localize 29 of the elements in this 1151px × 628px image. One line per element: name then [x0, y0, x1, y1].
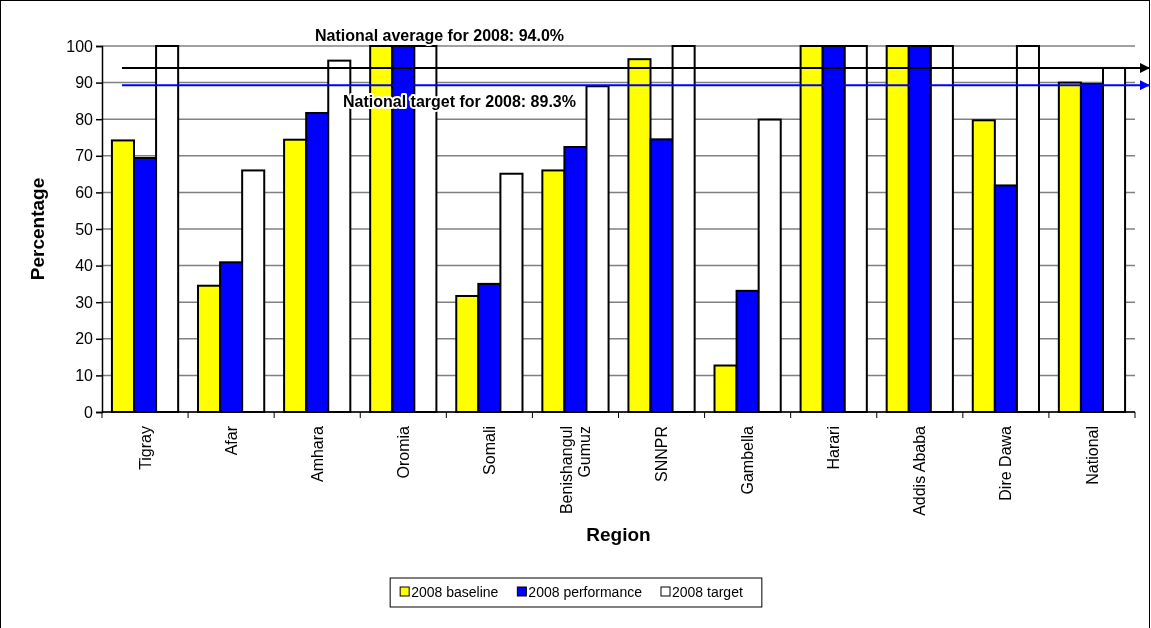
x-tick-label: Oromia: [394, 425, 412, 479]
y-tick-label: 20: [75, 330, 94, 348]
x-axis-title: Region: [586, 524, 651, 545]
x-tick-label: Gambella: [739, 425, 757, 495]
x-tick-label: Tigray: [136, 426, 154, 470]
x-tick-label: National: [1083, 426, 1101, 485]
x-tick-label: Benishangul Gumuz: [558, 426, 593, 515]
y-tick-label: 70: [75, 147, 94, 165]
y-tick-label: 100: [66, 37, 94, 55]
y-tick-label: 60: [75, 184, 94, 202]
x-tick-label: SNNPR: [653, 426, 671, 483]
y-tick-label: 80: [75, 110, 94, 128]
legend-label: 2008 performance: [528, 584, 643, 600]
y-tick-label: 0: [84, 403, 94, 421]
x-tick-label: Harari: [825, 426, 843, 470]
x-tick-label: Amhara: [308, 425, 326, 483]
x-tick-label: Afar: [222, 425, 240, 456]
y-tick-label: 40: [75, 257, 94, 275]
x-tick-label: Dire Dawa: [997, 425, 1015, 501]
legend-label: 2008 target: [671, 584, 743, 600]
x-tick-label: Addis Ababa: [911, 425, 929, 516]
y-tick-label: 10: [75, 367, 94, 385]
x-tick-label: Somali: [480, 426, 498, 475]
ref-line-label: National average for 2008: 94.0%: [315, 27, 565, 44]
y-axis-title: Percentage: [27, 177, 48, 281]
y-tick-label: 30: [75, 293, 94, 311]
y-tick-label: 90: [75, 74, 94, 92]
legend-label: 2008 baseline: [411, 584, 499, 600]
y-tick-label: 50: [75, 220, 94, 238]
